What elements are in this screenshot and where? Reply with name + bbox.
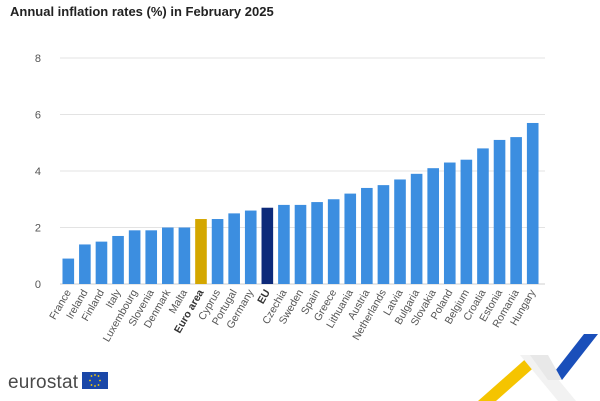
bar-portugal[interactable] bbox=[228, 213, 240, 284]
bar-slovakia[interactable] bbox=[427, 168, 439, 284]
bar-hungary[interactable] bbox=[526, 122, 539, 284]
bar-romania[interactable] bbox=[510, 137, 522, 284]
bar-ireland[interactable] bbox=[79, 244, 91, 284]
x-axis-labels: FranceIrelandFinlandItalyLuxembourgSlove… bbox=[47, 287, 539, 344]
bar-belgium[interactable] bbox=[460, 159, 473, 284]
bar-poland[interactable] bbox=[443, 162, 456, 284]
bar-latvia[interactable] bbox=[394, 179, 406, 284]
bar-germany[interactable] bbox=[244, 210, 257, 284]
bar-france[interactable] bbox=[62, 258, 75, 284]
eu-flag-icon bbox=[82, 372, 109, 394]
logo-text: eurostat bbox=[8, 372, 79, 393]
y-tick-label: 0 bbox=[35, 279, 41, 291]
bar-italy[interactable] bbox=[112, 235, 124, 284]
bar-euro-area[interactable] bbox=[195, 219, 207, 284]
chart-title: Annual inflation rates (%) in February 2… bbox=[10, 4, 274, 19]
bars bbox=[62, 122, 539, 285]
y-tick-label: 2 bbox=[35, 223, 41, 235]
bar-denmark[interactable] bbox=[162, 227, 174, 285]
bar-croatia[interactable] bbox=[477, 148, 489, 284]
eurostat-logo: eurostat bbox=[8, 372, 109, 394]
bar-eu[interactable] bbox=[261, 207, 274, 284]
bar-austria[interactable] bbox=[361, 187, 373, 284]
bar-spain[interactable] bbox=[311, 202, 323, 284]
bar-malta[interactable] bbox=[178, 227, 191, 285]
brand-decoration bbox=[478, 334, 598, 401]
y-tick-label: 4 bbox=[35, 166, 41, 178]
bar-cyprus[interactable] bbox=[211, 219, 224, 284]
bar-luxembourg[interactable] bbox=[128, 230, 141, 284]
y-axis-ticks: 0 2 4 6 8 bbox=[35, 53, 41, 291]
bar-greece[interactable] bbox=[327, 199, 340, 284]
bar-bulgaria[interactable] bbox=[410, 173, 423, 284]
y-tick-label: 8 bbox=[35, 53, 41, 65]
bar-czechia[interactable] bbox=[278, 204, 290, 284]
bar-estonia[interactable] bbox=[493, 139, 506, 284]
bar-lithuania[interactable] bbox=[344, 193, 357, 284]
bar-finland[interactable] bbox=[95, 241, 108, 284]
bar-sweden[interactable] bbox=[294, 204, 307, 284]
bar-netherlands[interactable] bbox=[377, 185, 390, 284]
bar-slovenia[interactable] bbox=[145, 230, 158, 284]
y-tick-label: 6 bbox=[35, 110, 41, 122]
